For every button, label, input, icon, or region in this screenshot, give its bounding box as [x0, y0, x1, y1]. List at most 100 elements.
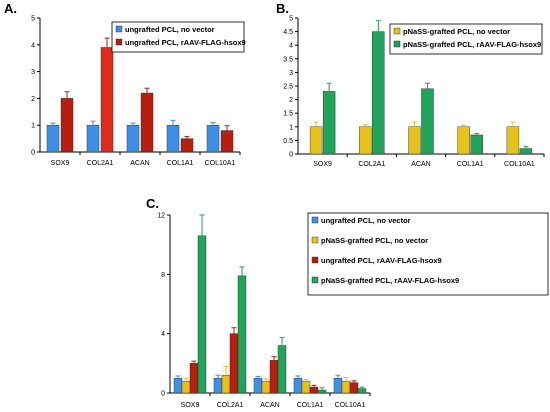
panel-label: B.	[276, 1, 289, 16]
legend-swatch	[311, 236, 319, 244]
bar	[322, 91, 336, 155]
bar	[220, 130, 234, 153]
x-category-label: COL1A1	[457, 161, 484, 168]
bar	[506, 126, 520, 155]
x-category-label: SOX9	[313, 161, 332, 168]
x-category-label: ACAN	[260, 402, 279, 409]
legend-swatch	[311, 276, 319, 284]
x-category-label: ACAN	[411, 161, 430, 168]
y-tick-label: 12	[157, 213, 165, 220]
legend-box	[111, 21, 245, 53]
panel-a: A. 0 1 2 3 4 5 SOX9 COL2A1 ACAN COL1A1 COL10A1 ungra…	[4, 1, 246, 167]
legend-box	[307, 212, 549, 296]
y-tick-label: 1	[31, 123, 35, 130]
bar	[333, 377, 343, 394]
legend-swatch	[311, 216, 319, 224]
y-tick-label: 8	[161, 272, 165, 279]
bar	[189, 363, 199, 394]
y-tick-label: 0.5	[283, 138, 293, 145]
bar	[166, 124, 180, 153]
bar	[173, 377, 183, 394]
y-tick-label: 2.5	[283, 84, 293, 91]
x-category-label: COL1A1	[297, 402, 324, 409]
x-category-label: ACAN	[130, 160, 149, 167]
legend-swatch	[115, 25, 123, 33]
legend-entry: ungrafted PCL, rAAV-FLAG-hsox9	[125, 38, 246, 47]
bar	[237, 275, 247, 394]
y-tick-label: 2	[31, 96, 35, 103]
bar	[309, 386, 319, 394]
bar	[301, 380, 311, 394]
legend-swatch	[393, 40, 401, 48]
x-category-label: COL1A1	[167, 160, 194, 167]
bar	[293, 377, 303, 394]
x-category-label: COL2A1	[217, 402, 244, 409]
panel-b: B. 0 0.5 1 1.5 2 2.5 3 3.5 4 4.5 5 SOX9 COL2A1 ACAN COL…	[276, 1, 545, 168]
y-tick-label: 5	[31, 16, 35, 23]
x-category-label: COL2A1	[87, 160, 114, 167]
y-tick-label: 3.5	[283, 56, 293, 63]
bar	[457, 126, 470, 155]
legend-entry: ungrafted PCL, no vector	[321, 216, 411, 225]
y-tick-label: 4.5	[283, 29, 293, 36]
legend-entry: pNaSS-grafted PCL, rAAV-FLAG-hsox9	[403, 40, 541, 49]
bar	[277, 345, 287, 394]
legend-swatch	[393, 27, 401, 35]
bar	[126, 124, 140, 153]
bar	[309, 126, 323, 155]
bar	[269, 360, 279, 394]
x-category-label: SOX9	[181, 402, 200, 409]
bar	[341, 380, 351, 394]
bar	[221, 375, 231, 394]
bar	[86, 124, 100, 153]
bar	[180, 138, 194, 153]
y-tick-label: 3	[289, 70, 293, 77]
x-category-label: COL10A1	[205, 160, 236, 167]
legend-swatch	[311, 256, 319, 264]
y-tick-label: 0	[161, 391, 165, 398]
panel-label: C.	[146, 196, 159, 211]
bar	[359, 126, 372, 155]
bar	[372, 31, 385, 155]
bar	[181, 380, 191, 394]
x-category-label: COL10A1	[335, 402, 366, 409]
legend-entry: ungrafted PCL, no vector	[125, 25, 215, 34]
y-tick-label: 1	[289, 124, 293, 131]
panel-c: C. 0 4 8 12 SOX9 COL2A1 ACAN COL1A1 COL10A1 ungraf…	[146, 196, 549, 409]
y-tick-label: 3	[31, 69, 35, 76]
legend-entry: ungrafted PCL, rAAV-FLAG-hsox9	[321, 256, 442, 265]
bar	[470, 134, 483, 155]
bar	[206, 124, 220, 153]
bar	[100, 47, 114, 153]
bar	[357, 388, 367, 394]
bar	[349, 382, 359, 394]
y-tick-label: 0	[289, 152, 293, 159]
legend-entry: pNaSS-grafted PCL, no vector	[321, 236, 428, 245]
x-category-label: SOX9	[51, 160, 70, 167]
bar	[519, 148, 533, 155]
panel-label: A.	[4, 1, 17, 16]
y-tick-label: 0	[31, 150, 35, 157]
bar	[46, 124, 60, 153]
legend-entry: pNaSS-grafted PCL, rAAV-FLAG-hsox9	[321, 276, 459, 285]
bar	[317, 389, 327, 394]
bar	[261, 380, 271, 394]
bar	[253, 377, 263, 394]
y-tick-label: 5	[289, 16, 293, 23]
bar	[213, 377, 223, 394]
bar	[229, 333, 239, 394]
y-tick-label: 1.5	[283, 111, 293, 118]
legend-entry: pNaSS-grafted PCL, no vector	[403, 27, 510, 36]
legend-box	[389, 23, 543, 55]
bar	[421, 88, 434, 155]
bar	[197, 235, 207, 394]
legend-swatch	[115, 38, 123, 46]
y-tick-label: 4	[31, 42, 35, 49]
y-tick-label: 4	[161, 331, 165, 338]
x-category-label: COL10A1	[504, 161, 535, 168]
x-category-label: COL2A1	[358, 161, 385, 168]
bar	[140, 92, 154, 153]
y-tick-label: 2	[289, 97, 293, 104]
bar	[60, 98, 74, 153]
